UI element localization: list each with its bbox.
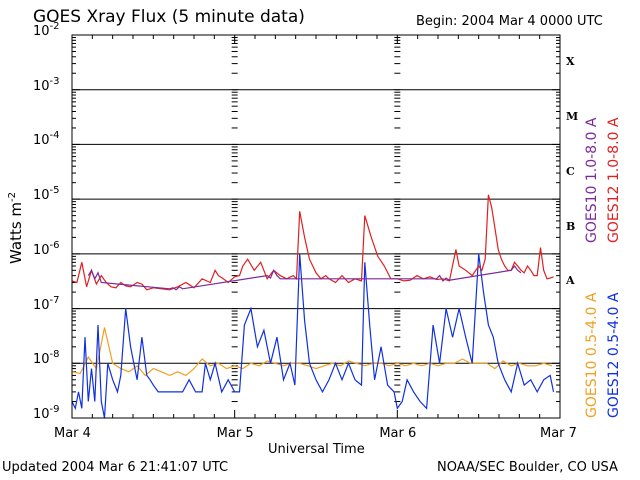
chart-title: GOES Xray Flux (5 minute data) xyxy=(33,7,305,27)
x-tick-label: Mar 4 xyxy=(54,426,91,441)
axis-ticks xyxy=(71,35,561,419)
y-tick-base: 10 xyxy=(33,78,50,94)
plot-frame xyxy=(71,34,561,419)
data-series xyxy=(71,194,555,419)
y-tick-label: 10-6 xyxy=(33,239,60,258)
y-tick-exponent: -5 xyxy=(49,185,60,197)
y-tick-label: 10-5 xyxy=(33,185,60,204)
x-tick-label: Mar 7 xyxy=(540,426,577,441)
y-tick-label: 10-2 xyxy=(33,21,60,39)
y-tick-label: 10-7 xyxy=(33,294,60,313)
begin-time: Begin: 2004 Mar 4 0000 UTC xyxy=(416,14,603,29)
series-line xyxy=(87,265,522,291)
legend-goes10-short: GOES10 0.5-4.0 A xyxy=(584,293,600,418)
flare-class-label: A xyxy=(566,274,575,288)
flare-class-label: M xyxy=(566,110,579,124)
legend-goes12-short: GOES12 0.5-4.0 A xyxy=(606,293,622,418)
legend-goes10-long: GOES10 1.0-8.0 A xyxy=(584,118,600,243)
y-tick-base: 10 xyxy=(33,352,50,368)
y-tick-exponent: -8 xyxy=(49,349,60,361)
series-line xyxy=(71,194,554,291)
updated-timestamp: Updated 2004 Mar 6 21:41:07 UTC xyxy=(2,460,229,475)
y-tick-base: 10 xyxy=(33,24,50,39)
legend-goes12-short-label: GOES12 0.5-4.0 A xyxy=(606,292,622,418)
legend-goes12-long: GOES12 1.0-8.0 A xyxy=(606,118,622,243)
x-tick-label: Mar 5 xyxy=(216,426,254,441)
y-tick-label: 10-9 xyxy=(33,404,60,422)
credit-text: NOAA/SEC Boulder, CO USA xyxy=(437,460,618,475)
y-tick-exponent: -2 xyxy=(49,21,60,32)
y-tick-label: 10-3 xyxy=(33,75,60,94)
y-tick-base: 10 xyxy=(33,188,50,204)
legend-goes12-long-label: GOES12 1.0-8.0 A xyxy=(606,117,622,243)
series-line xyxy=(71,253,555,419)
y-axis-title: Watts m-2 xyxy=(7,192,25,264)
flare-class-label: C xyxy=(566,164,575,178)
y-axis-title-text: Watts m xyxy=(7,201,25,264)
flare-class-label: X xyxy=(566,55,575,69)
y-tick-exponent: -7 xyxy=(49,294,60,306)
y-tick-base: 10 xyxy=(33,242,50,258)
y-tick-base: 10 xyxy=(33,407,50,422)
legend-goes10-short-label: GOES10 0.5-4.0 A xyxy=(584,292,600,418)
x-tick-label: Mar 6 xyxy=(379,426,417,441)
y-tick-label: 10-4 xyxy=(33,130,60,149)
flare-class-label: B xyxy=(566,219,576,233)
x-axis-title: Universal Time xyxy=(268,442,365,457)
y-tick-exponent: -4 xyxy=(49,130,60,142)
y-axis-title-exponent: -2 xyxy=(7,191,18,202)
y-tick-exponent: -3 xyxy=(49,75,60,87)
y-tick-base: 10 xyxy=(33,133,50,149)
y-tick-exponent: -9 xyxy=(49,404,60,415)
y-tick-label: 10-8 xyxy=(33,349,60,368)
legend-goes10-long-label: GOES10 1.0-8.0 A xyxy=(584,117,600,243)
y-tick-base: 10 xyxy=(33,297,50,313)
y-tick-exponent: -6 xyxy=(49,239,60,251)
